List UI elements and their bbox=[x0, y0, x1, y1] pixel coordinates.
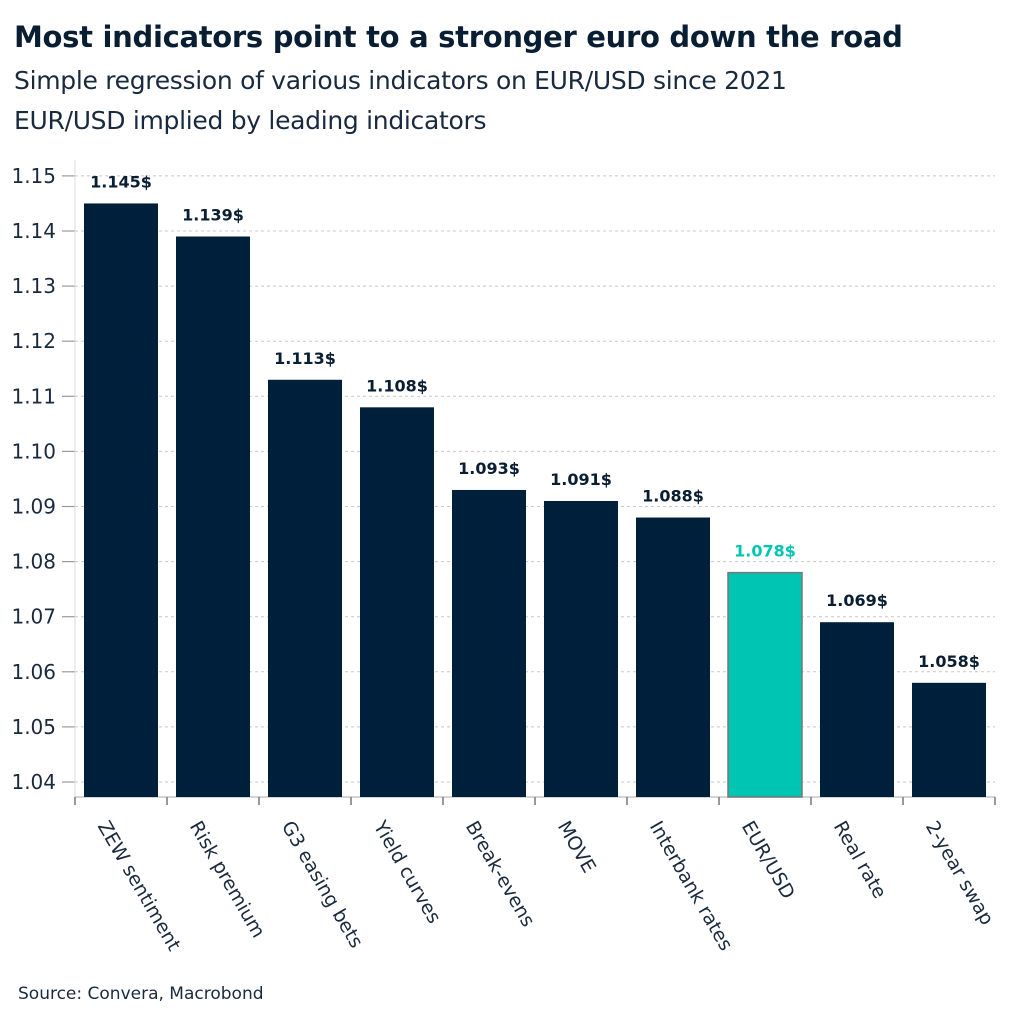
bar-2-year-swap bbox=[912, 682, 986, 797]
y-tick-label: 1.15 bbox=[11, 164, 56, 188]
x-tick-label: EUR/USD bbox=[737, 817, 799, 903]
y-tick-label: 1.14 bbox=[11, 219, 56, 243]
x-tick-label: Yield curves bbox=[368, 816, 445, 927]
y-tick-label: 1.06 bbox=[11, 660, 56, 684]
data-label: 1.113$ bbox=[274, 349, 336, 368]
y-tick-label: 1.11 bbox=[11, 384, 56, 408]
y-tick-label: 1.05 bbox=[11, 715, 56, 739]
y-tick-label: 1.10 bbox=[11, 439, 56, 463]
y-tick-label: 1.12 bbox=[11, 329, 56, 353]
bar-zew-sentiment bbox=[84, 203, 158, 797]
data-label: 1.091$ bbox=[550, 470, 612, 489]
x-tick-label: MOVE bbox=[553, 817, 600, 877]
data-label: 1.078$ bbox=[734, 542, 796, 561]
data-label: 1.108$ bbox=[366, 376, 428, 395]
x-tick-label: 2-year swap bbox=[921, 817, 998, 929]
data-label: 1.093$ bbox=[458, 459, 520, 478]
y-tick-label: 1.09 bbox=[11, 495, 56, 519]
bar-move bbox=[544, 500, 618, 797]
data-label: 1.145$ bbox=[90, 172, 152, 191]
data-label: 1.069$ bbox=[826, 591, 888, 610]
chart-title: Most indicators point to a stronger euro… bbox=[14, 20, 903, 54]
y-tick-label: 1.07 bbox=[11, 605, 56, 629]
x-tick-label: Real rate bbox=[829, 817, 891, 902]
bar-risk-premium bbox=[176, 236, 250, 797]
chart-subtitle-2: EUR/USD implied by leading indicators bbox=[14, 106, 487, 135]
x-tick-label: Risk premium bbox=[185, 817, 270, 941]
bar-real-rate bbox=[820, 622, 894, 797]
x-tick-label: Interbank rates bbox=[645, 817, 737, 954]
source-note: Source: Convera, Macrobond bbox=[18, 984, 264, 1004]
bar-g3-easing-bets bbox=[268, 379, 342, 797]
x-tick-label: Break-evens bbox=[461, 817, 539, 930]
y-tick-label: 1.13 bbox=[11, 274, 56, 298]
bar-interbank-rates bbox=[636, 517, 710, 797]
bar-break-evens bbox=[452, 489, 526, 797]
data-label: 1.058$ bbox=[918, 652, 980, 671]
chart-subtitle: Simple regression of various indicators … bbox=[14, 66, 787, 95]
data-label: 1.139$ bbox=[182, 206, 244, 225]
data-label: 1.088$ bbox=[642, 487, 704, 506]
x-tick-label: ZEW sentiment bbox=[93, 817, 185, 954]
bar-eur-usd bbox=[727, 571, 803, 798]
y-tick-label: 1.08 bbox=[11, 550, 56, 574]
y-tick-label: 1.04 bbox=[11, 770, 56, 794]
bar-yield-curves bbox=[360, 407, 434, 797]
x-tick-label: G3 easing bets bbox=[277, 817, 367, 952]
